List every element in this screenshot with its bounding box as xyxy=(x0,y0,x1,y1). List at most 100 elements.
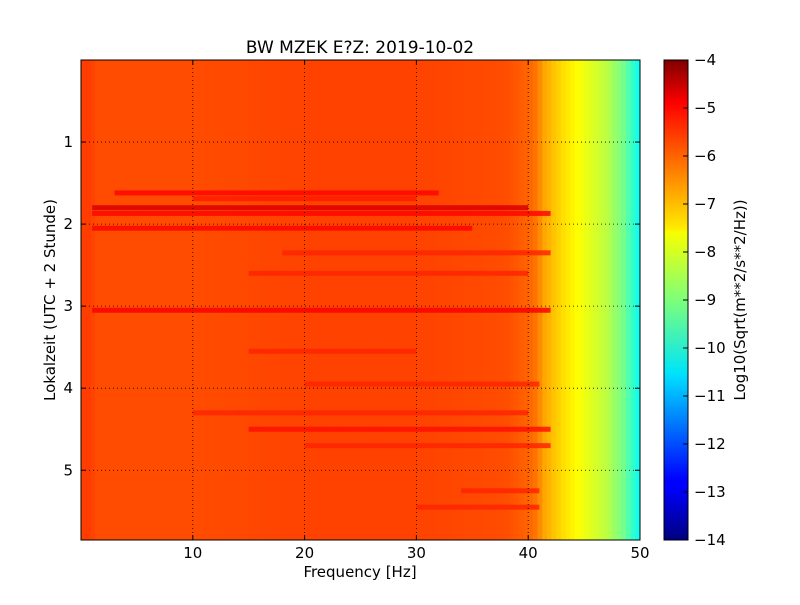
heatmap-column xyxy=(449,60,455,540)
heatmap-column xyxy=(281,60,287,540)
heatmap-column xyxy=(127,60,133,540)
colorbar: −4 −5 −6 −7 −8 −9 −10 −11 −12 −13 −14 Log10(Sqrt(m… xyxy=(663,51,749,549)
heatmap-column xyxy=(192,60,199,540)
plot-frame xyxy=(80,59,641,541)
heatmap-band xyxy=(304,443,551,449)
heatmap-column xyxy=(234,60,240,540)
heatmap-column xyxy=(104,60,110,540)
heatmap-column xyxy=(271,60,278,540)
heatmap-column xyxy=(607,60,613,540)
colorbar-tick-label: −6 xyxy=(694,147,716,165)
heatmap-column xyxy=(174,60,180,540)
heatmap-column xyxy=(542,60,548,540)
heatmap-column xyxy=(155,60,161,540)
heatmap-column xyxy=(588,60,595,540)
heatmap-column xyxy=(211,60,217,540)
heatmap-column xyxy=(532,60,539,540)
heatmap-column xyxy=(323,60,329,540)
heatmap-column xyxy=(476,60,483,540)
heatmap-band xyxy=(114,190,439,196)
heatmap-column xyxy=(160,60,166,540)
heatmap-column xyxy=(584,60,590,540)
y-tick-label: 3 xyxy=(63,297,73,315)
y-tick-label: 5 xyxy=(63,461,73,479)
heatmap-column xyxy=(220,60,227,540)
heatmap-column xyxy=(435,60,441,540)
heatmap-column xyxy=(397,60,404,540)
heatmap-column xyxy=(99,60,105,540)
y-tick-label: 1 xyxy=(63,133,73,151)
heatmap-column xyxy=(122,60,129,540)
heatmap-column xyxy=(118,60,124,540)
heatmap-column xyxy=(146,60,152,540)
colorbar-tick-label: −11 xyxy=(694,387,726,405)
heatmap-band xyxy=(92,210,551,216)
heatmap-column xyxy=(262,60,268,540)
heatmap-column xyxy=(374,60,380,540)
heatmap-column xyxy=(309,60,315,540)
heatmap-column xyxy=(430,60,436,540)
heatmap-column xyxy=(612,60,618,540)
heatmap-column xyxy=(341,60,348,540)
x-tick-label: 50 xyxy=(630,544,649,562)
heatmap-column xyxy=(90,60,96,540)
colorbar-tick-label: −8 xyxy=(694,243,716,261)
heatmap-band xyxy=(248,270,529,276)
heatmap-band xyxy=(248,348,417,354)
heatmap-column xyxy=(458,60,464,540)
heatmap-column xyxy=(351,60,357,540)
heatmap-column xyxy=(388,60,394,540)
heatmap-column xyxy=(439,60,445,540)
heatmap-band xyxy=(304,381,540,387)
heatmap-column xyxy=(495,60,501,540)
heatmap-column xyxy=(467,60,473,540)
heatmap-column xyxy=(225,60,231,540)
heatmap-cells xyxy=(81,60,640,540)
heatmap-column xyxy=(453,60,459,540)
heatmap-column xyxy=(593,60,599,540)
heatmap-column xyxy=(402,60,408,540)
heatmap-column xyxy=(141,60,147,540)
heatmap-column xyxy=(444,60,450,540)
chart-title: BW MZEK E?Z: 2019-10-02 xyxy=(246,38,474,58)
colorbar-ticks: −4 −5 −6 −7 −8 −9 −10 −11 −12 −13 −14 xyxy=(683,51,726,549)
heatmap-column xyxy=(500,60,506,540)
heatmap-band xyxy=(192,196,417,202)
heatmap-column xyxy=(546,60,553,540)
heatmap-column xyxy=(504,60,511,540)
heatmap-column xyxy=(267,60,273,540)
heatmap-band xyxy=(416,504,540,510)
x-tick-label: 40 xyxy=(519,544,538,562)
heatmap-column xyxy=(206,60,213,540)
heatmap-column xyxy=(598,60,604,540)
heatmap-column xyxy=(94,60,101,540)
heatmap-column xyxy=(425,60,431,540)
heatmap-column xyxy=(621,60,627,540)
colorbar-tick-label: −5 xyxy=(694,99,716,117)
y-axis-label: Lokalzeit (UTC + 2 Stunde) xyxy=(41,199,59,401)
heatmap-column xyxy=(635,60,640,540)
x-axis-ticks: 10 20 30 40 50 xyxy=(183,60,650,562)
heatmap-column xyxy=(248,60,254,540)
heatmap-column xyxy=(369,60,376,540)
heatmap-column xyxy=(407,60,413,540)
x-axis-label: Frequency [Hz] xyxy=(303,563,416,581)
heatmap-column xyxy=(346,60,352,540)
heatmap-column xyxy=(244,60,250,540)
heatmap-column xyxy=(630,60,636,540)
heatmap-column xyxy=(416,60,422,540)
heatmap-column xyxy=(481,60,487,540)
heatmap-band xyxy=(92,205,529,211)
heatmap-column xyxy=(393,60,399,540)
heatmap-column xyxy=(565,60,571,540)
x-tick-label: 30 xyxy=(407,544,426,562)
heatmap-band xyxy=(92,307,551,313)
heatmap-column xyxy=(486,60,492,540)
heatmap-column xyxy=(230,60,236,540)
heatmap-column xyxy=(108,60,115,540)
heatmap-column xyxy=(183,60,189,540)
heatmap-column xyxy=(365,60,371,540)
heatmap-column xyxy=(313,60,320,540)
colorbar-tick-label: −4 xyxy=(694,51,716,69)
